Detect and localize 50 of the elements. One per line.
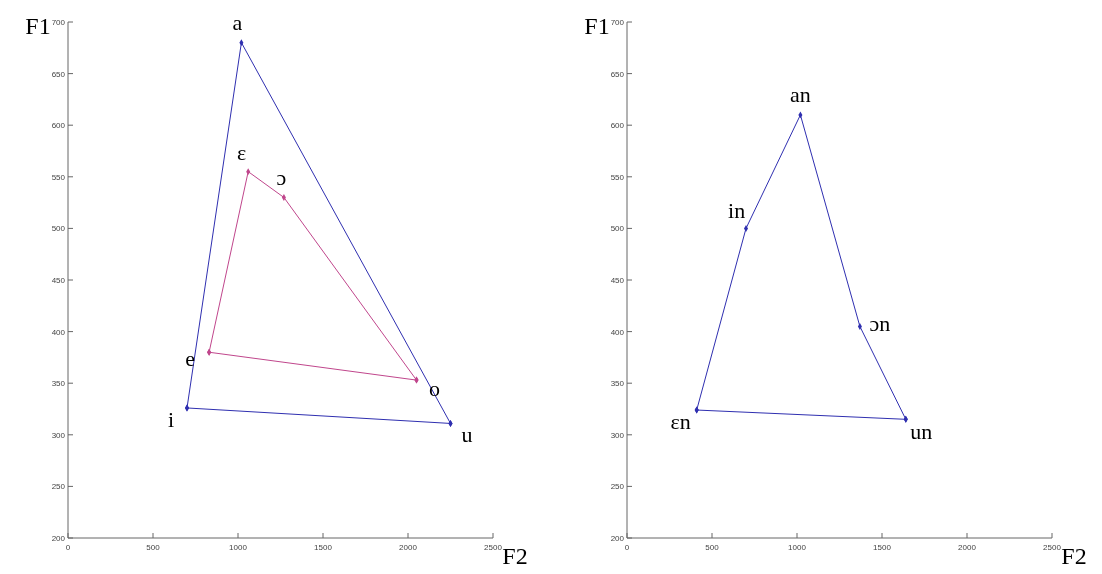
y-tick-label: 400 [51, 327, 66, 337]
y-tick-label: 400 [610, 327, 625, 337]
annotation: i [168, 407, 175, 433]
annotation: e [185, 345, 196, 371]
annotation: ɛn [670, 408, 691, 434]
x-axis-title: F2 [502, 543, 528, 569]
y-tick-label: 550 [610, 172, 625, 182]
y-tick-label: 450 [610, 276, 625, 285]
y-axis-title: F1 [25, 13, 51, 39]
x-tick-label: 1500 [873, 543, 892, 552]
x-tick-label: 0 [624, 543, 630, 552]
y-tick-label: 250 [610, 482, 625, 492]
y-tick-label: 350 [610, 379, 625, 389]
annotation: a [232, 10, 243, 36]
y-tick-label: 450 [51, 276, 66, 285]
y-tick-label: 500 [610, 224, 625, 234]
y-tick-label: 300 [51, 430, 66, 440]
x-tick-label: 500 [705, 543, 720, 552]
annotation: in [728, 197, 746, 223]
x-tick-label: 500 [146, 543, 161, 552]
y-tick-label: 200 [610, 534, 625, 543]
x-tick-label: 1500 [314, 543, 333, 552]
x-tick-label: 2500 [484, 543, 503, 552]
y-axis-title: F1 [584, 13, 610, 39]
y-tick-label: 350 [51, 379, 66, 389]
annotation: ɛ [237, 139, 247, 165]
x-tick-label: 1000 [788, 543, 807, 552]
annotation: ɔ [276, 164, 287, 190]
y-tick-label: 650 [610, 69, 625, 79]
x-axis-title: F2 [1061, 543, 1087, 569]
x-tick-label: 1000 [229, 543, 248, 552]
x-tick-label: 2500 [1043, 543, 1062, 552]
annotation: ɔn [869, 311, 891, 337]
y-tick-label: 600 [610, 121, 625, 131]
x-tick-label: 2000 [399, 543, 418, 552]
annotation: an [789, 81, 811, 107]
y-tick-label: 500 [51, 224, 66, 234]
annotation: u [461, 421, 473, 447]
x-tick-label: 0 [65, 543, 71, 552]
y-tick-label: 300 [610, 430, 625, 440]
y-tick-label: 650 [51, 69, 66, 79]
y-tick-label: 700 [51, 18, 66, 27]
y-tick-label: 550 [51, 172, 66, 182]
annotation: o [428, 376, 440, 402]
annotation: un [910, 419, 933, 445]
y-tick-label: 250 [51, 482, 66, 492]
y-tick-label: 600 [51, 121, 66, 131]
y-tick-label: 200 [51, 534, 66, 543]
y-tick-label: 700 [610, 18, 625, 27]
x-tick-label: 2000 [958, 543, 977, 552]
